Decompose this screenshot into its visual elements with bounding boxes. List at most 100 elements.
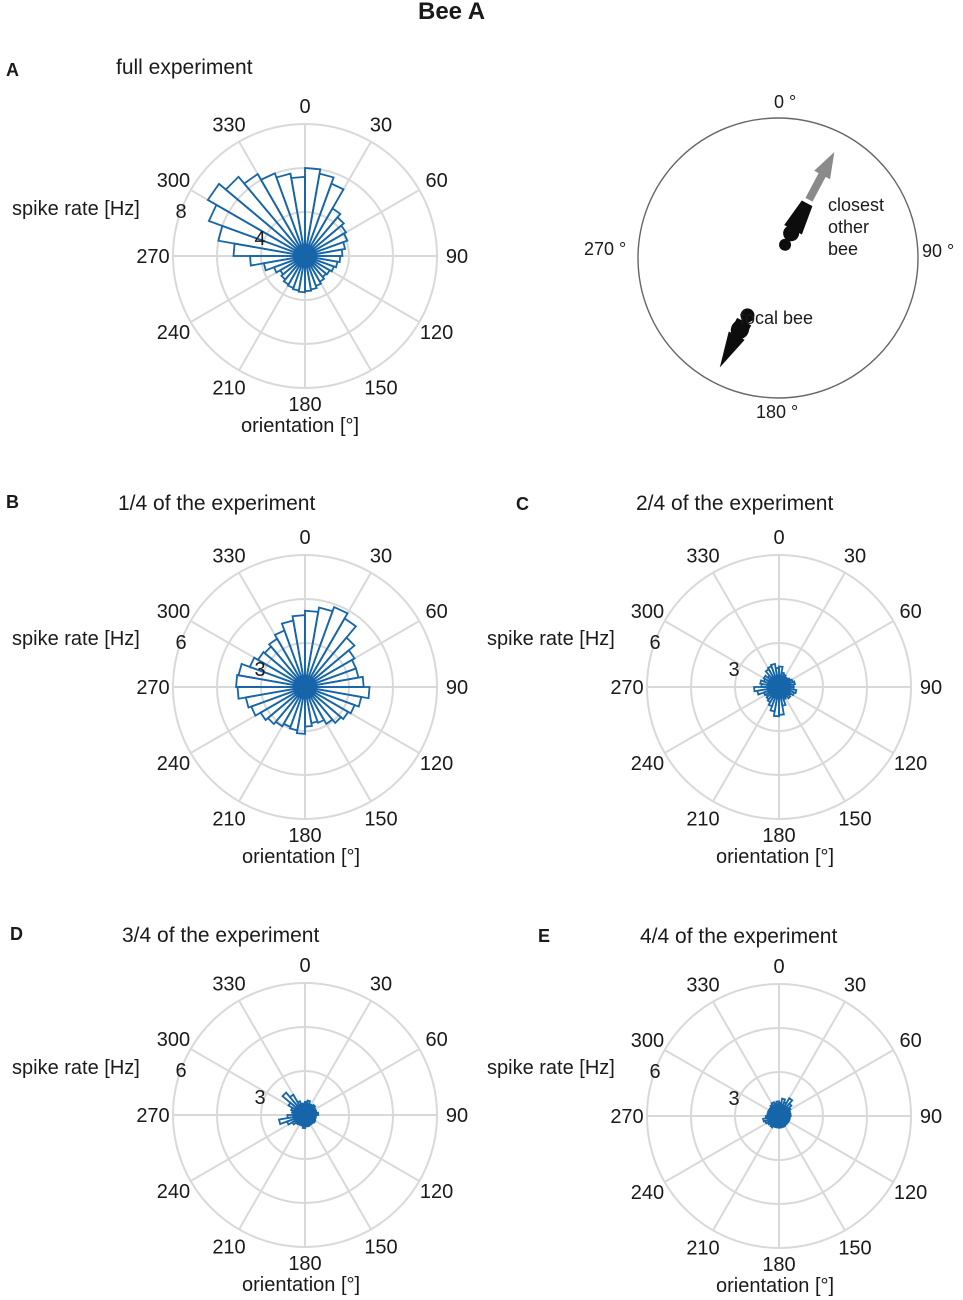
panel-e-r-label-3: 3	[729, 1088, 740, 1110]
panel-letter-a: A	[6, 60, 19, 80]
panel-e-outer-ring	[646, 983, 912, 1249]
panel-a-theta-label-120: 120	[420, 322, 453, 344]
panel-d-theta-label-270: 270	[136, 1105, 169, 1127]
panel-letter-d: D	[10, 924, 23, 944]
panel-c-ring-3	[734, 642, 824, 732]
panel-c-spoke-210	[712, 686, 780, 802]
panel-d-spoke-210	[238, 1114, 306, 1230]
panel-c-theta-label-30: 30	[844, 545, 866, 567]
panel-b-outer-ring	[172, 554, 438, 820]
direction-arrow	[805, 152, 835, 202]
panel-e-theta-label-300: 300	[631, 1030, 664, 1052]
panel-e-ring-6	[690, 1027, 868, 1205]
panel-b-theta-label-330: 330	[212, 545, 245, 567]
panel-d-theta-label-90: 90	[446, 1105, 468, 1127]
panel-d-ylabel: spike rate [Hz]	[12, 1057, 140, 1079]
panel-c-ring-6	[690, 598, 868, 776]
polar-chart-b: 0 30 60 90 120 150 180 210 240 270 300 330 3 6	[136, 527, 468, 847]
panel-c-r-label-3: 3	[729, 659, 740, 681]
panel-letter-b: B	[6, 492, 19, 512]
panel-e-r-label-6: 6	[649, 1061, 660, 1083]
panel-d-spoke-150	[304, 1114, 372, 1230]
panel-e-ylabel: spike rate [Hz]	[487, 1057, 615, 1079]
panel-a-theta-label-270: 270	[136, 246, 169, 268]
panel-e-theta-label-30: 30	[844, 974, 866, 996]
panel-e-title: 4/4 of the experiment	[640, 925, 838, 948]
panel-d-ring-6	[216, 1026, 394, 1204]
panel-b-theta-label-120: 120	[420, 753, 453, 775]
panel-e-center-hub	[767, 1104, 791, 1128]
panel-c-spoke-60	[778, 620, 894, 688]
panel-b-theta-label-180: 180	[288, 825, 321, 847]
closest-bee-label-line2: other	[828, 217, 870, 237]
panel-d-spoke-30	[304, 1000, 372, 1116]
panel-a-theta-label-240: 240	[157, 322, 190, 344]
panel-b-ring-6	[216, 598, 394, 776]
figure-title: Bee A	[418, 0, 486, 25]
panel-e-theta-label-240: 240	[631, 1182, 664, 1204]
panel-d-title: 3/4 of the experiment	[122, 924, 320, 947]
closest-bee-label: closest other bee	[828, 194, 884, 260]
panel-a-outer-ring	[172, 123, 438, 389]
panel-a-xlabel: orientation [°]	[241, 415, 360, 437]
panel-e-spoke-60	[778, 1049, 894, 1117]
panel-e-spoke-300	[664, 1049, 780, 1117]
bee-pair	[719, 152, 835, 368]
polar-chart-e: 0 30 60 90 120 150 180 210 240 270 300 330 3 6	[610, 956, 942, 1276]
panel-a-r-label-8: 8	[175, 201, 186, 223]
panel-e-theta-label-120: 120	[894, 1182, 927, 1204]
panel-a-title: full experiment	[116, 56, 253, 79]
panel-d-theta-label-0: 0	[299, 955, 310, 977]
closest-bee-label-line3: bee	[828, 239, 859, 259]
panel-e-spoke-150	[778, 1115, 846, 1231]
panel-a-theta-label-90: 90	[446, 246, 468, 268]
panel-d-spoke-300	[190, 1048, 306, 1116]
panel-d-theta-label-120: 120	[420, 1181, 453, 1203]
panel-b-theta-label-210: 210	[212, 809, 245, 831]
panel-b-r-label-6: 6	[175, 632, 186, 654]
panel-letter-e: E	[538, 926, 551, 946]
panel-a-theta-label-330: 330	[212, 114, 245, 136]
panel-e-theta-label-270: 270	[610, 1106, 643, 1128]
panel-c-ylabel: spike rate [Hz]	[487, 628, 615, 650]
panel-a-ylabel: spike rate [Hz]	[12, 198, 140, 220]
panel-d-xlabel: orientation [°]	[242, 1274, 361, 1296]
panel-b-theta-label-150: 150	[364, 809, 397, 831]
panel-c-outer-ring	[646, 554, 912, 820]
panel-e-spoke-210	[712, 1115, 780, 1231]
panel-c-center-hub	[767, 675, 791, 699]
panel-d-theta-label-150: 150	[364, 1237, 397, 1259]
panel-a-theta-label-210: 210	[212, 378, 245, 400]
panel-a-center-hub	[293, 244, 317, 268]
panel-c-spoke-150	[778, 686, 846, 802]
panel-c-spoke-120	[778, 686, 894, 754]
schematic-label-270: 270 °	[584, 239, 627, 259]
panel-e-theta-label-0: 0	[773, 956, 784, 978]
panel-c-theta-label-180: 180	[762, 825, 795, 847]
schematic-circle	[637, 117, 919, 399]
panel-b-center-hub	[293, 675, 317, 699]
panel-e-spoke-30	[778, 1001, 846, 1117]
panel-d-theta-label-180: 180	[288, 1253, 321, 1275]
schematic-label-0: 0 °	[774, 92, 797, 112]
panel-e-spoke-240	[664, 1115, 780, 1183]
closest-bee-shape	[779, 200, 813, 251]
panel-e-xlabel: orientation [°]	[716, 1275, 835, 1297]
panel-c-theta-label-90: 90	[920, 677, 942, 699]
polar-chart-d: 0 30 60 90 120 150 180 210 240 270 300 330 3 6	[136, 955, 468, 1275]
panel-c-theta-label-270: 270	[610, 677, 643, 699]
panel-c-theta-label-60: 60	[899, 601, 921, 623]
panel-d-spoke-120	[304, 1114, 420, 1182]
panel-letter-c: C	[516, 494, 529, 514]
panel-b-theta-label-240: 240	[157, 753, 190, 775]
orientation-schematic	[637, 117, 919, 399]
polar-chart-a: 0 30 60 90 120 150 180 210 240 270 300 330 4 8	[136, 96, 468, 416]
panel-d-r-label-3: 3	[255, 1087, 266, 1109]
panel-c-spoke-300	[664, 620, 780, 688]
panel-a-theta-label-0: 0	[299, 96, 310, 118]
panel-e-theta-label-330: 330	[686, 974, 719, 996]
panel-c-theta-label-120: 120	[894, 753, 927, 775]
panel-d-center-hub	[293, 1103, 317, 1127]
panel-d-theta-label-330: 330	[212, 973, 245, 995]
